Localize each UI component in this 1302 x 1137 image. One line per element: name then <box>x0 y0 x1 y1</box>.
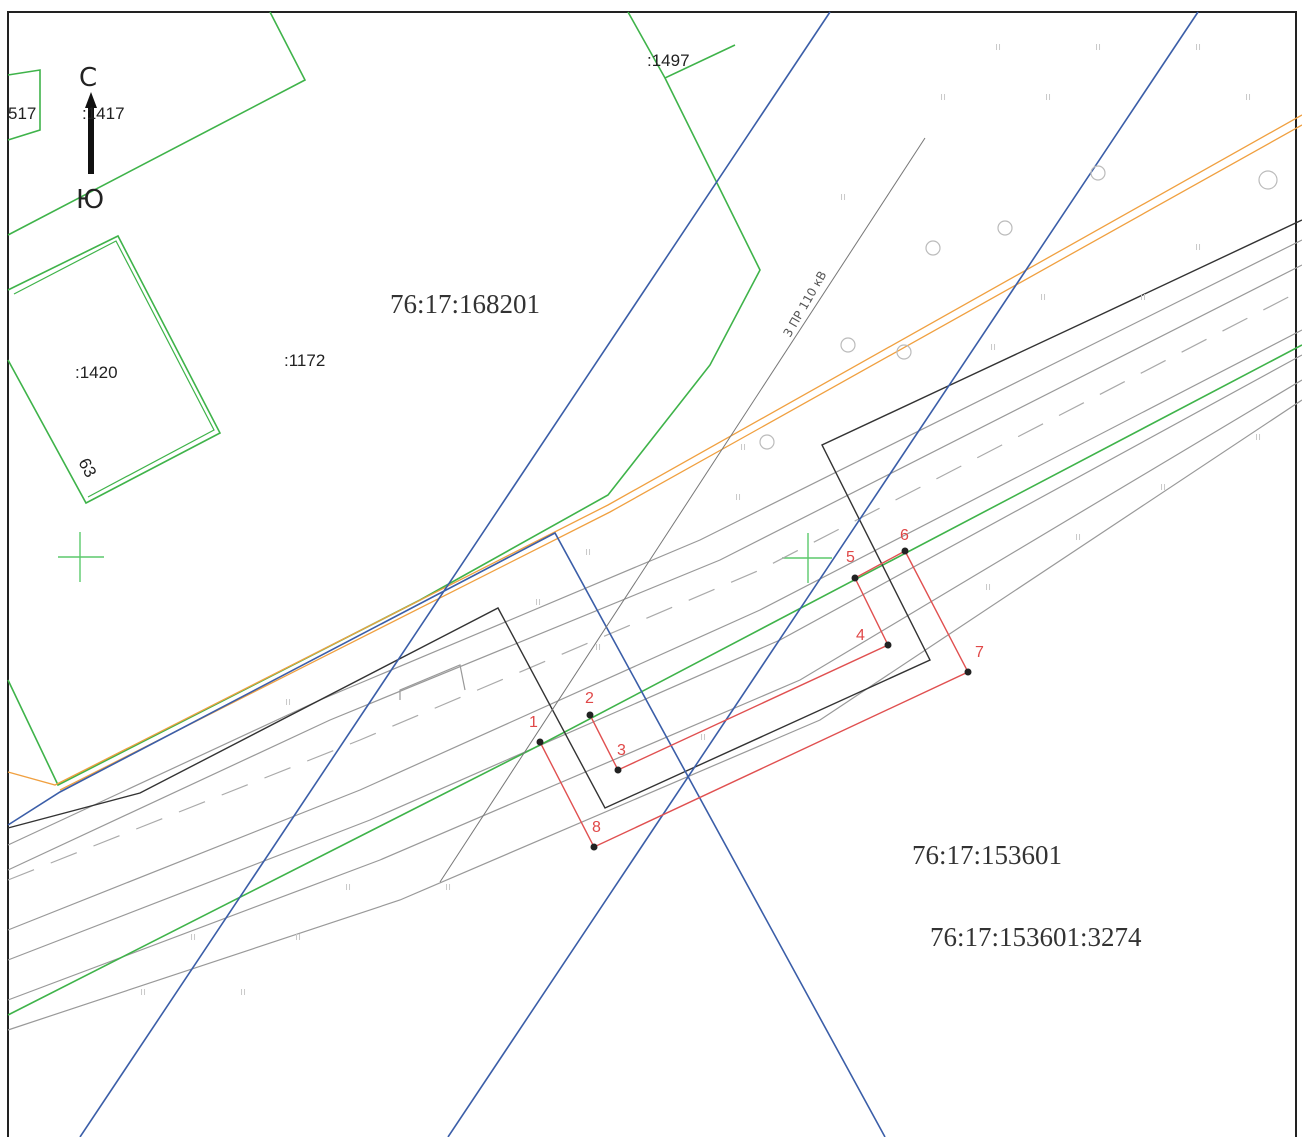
compass-arrow-icon <box>88 104 94 174</box>
svg-text:ıı: ıı <box>1095 40 1101 53</box>
svg-text:ıı: ıı <box>285 695 291 708</box>
parcel-main-label: 76:17:153601:3274 <box>930 922 1142 952</box>
point-label-2: 2 <box>585 690 594 707</box>
point-3 <box>614 766 622 774</box>
point-label-5: 5 <box>846 549 855 566</box>
svg-text:ıı: ıı <box>1160 480 1166 493</box>
svg-text:ıı: ıı <box>985 580 991 593</box>
point-4 <box>884 641 892 649</box>
parcel-1420-border <box>7 234 222 505</box>
parcel-63-label: 63 <box>74 455 100 481</box>
green-road-line <box>7 344 1302 1016</box>
boundary-points <box>536 547 972 851</box>
parcel-1172-label: :1172 <box>284 351 325 370</box>
black-zone-boundary <box>7 219 1302 829</box>
blue-line-2 <box>447 11 1199 1137</box>
svg-text:ıı: ıı <box>735 490 741 503</box>
point-7 <box>964 668 972 676</box>
point-8 <box>590 843 598 851</box>
boundary-point-labels: 1 2 3 4 5 6 7 8 <box>529 527 984 836</box>
svg-text:ıı: ıı <box>140 985 146 998</box>
svg-text:ıı: ıı <box>995 40 1001 53</box>
map-frame <box>7 11 1297 1137</box>
point-label-3: 3 <box>617 742 626 759</box>
quarter-label-south: 76:17:153601 <box>912 840 1062 870</box>
svg-text:ıı: ıı <box>990 340 996 353</box>
svg-text:ıı: ıı <box>295 930 301 943</box>
point-2 <box>586 711 594 719</box>
orange-boundary-line-2 <box>59 124 1302 791</box>
compass-north: С <box>79 63 97 93</box>
parcel-1172-border <box>7 77 761 787</box>
svg-text:ıı: ıı <box>1255 430 1261 443</box>
parcel-517-border <box>7 69 41 141</box>
point-label-7: 7 <box>975 644 984 661</box>
svg-text:ıı: ıı <box>190 930 196 943</box>
svg-text:ıı: ıı <box>240 985 246 998</box>
parcel-1497-label: :1497 <box>647 51 690 70</box>
grass-symbols: ıı ıı ıı ıı ıı ıı ıı ıı ıı ıı ıı ıı ıı ı… <box>140 40 1261 998</box>
point-1 <box>536 738 544 746</box>
point-6 <box>901 547 909 555</box>
svg-text:ıı: ıı <box>940 90 946 103</box>
orange-boundary-line <box>7 114 1302 786</box>
point-label-6: 6 <box>900 527 909 544</box>
grid-cross-right <box>782 533 832 583</box>
svg-text:ıı: ıı <box>445 880 451 893</box>
svg-text:ıı: ıı <box>1140 290 1146 303</box>
svg-text:ıı: ıı <box>345 880 351 893</box>
point-label-4: 4 <box>856 627 865 644</box>
compass: С Ю <box>76 63 104 215</box>
red-boundary-inner <box>539 550 969 848</box>
svg-text:ıı: ıı <box>740 440 746 453</box>
svg-text:ıı: ıı <box>595 640 601 653</box>
svg-text:ıı: ıı <box>1075 530 1081 543</box>
parcel-1420-label: :1420 <box>75 363 118 382</box>
powerline-label: 3 ПР 110 кВ <box>780 269 829 340</box>
svg-text:ıı: ıı <box>1195 40 1201 53</box>
parcel-517-label: 517 <box>8 104 36 123</box>
svg-text:ıı: ıı <box>535 595 541 608</box>
svg-text:ıı: ıı <box>1040 290 1046 303</box>
powerline <box>439 137 926 883</box>
blue-line-1 <box>79 11 831 1137</box>
road <box>7 239 1302 1031</box>
parcel-1417-border <box>7 11 307 236</box>
blue-line-3 <box>7 531 886 1137</box>
svg-text:ıı: ıı <box>840 190 846 203</box>
svg-text:ıı: ıı <box>1195 240 1201 253</box>
tree-symbols <box>759 165 1278 450</box>
svg-text:ıı: ıı <box>700 730 706 743</box>
quarter-label-north: 76:17:168201 <box>390 289 540 319</box>
svg-text:ıı: ıı <box>1045 90 1051 103</box>
grid-cross-left <box>58 532 104 582</box>
parcel-1420-inner <box>13 240 215 498</box>
svg-text:ıı: ıı <box>1245 90 1251 103</box>
svg-text:ıı: ıı <box>585 545 591 558</box>
parcel-1417-label: :1417 <box>82 104 125 123</box>
compass-south: Ю <box>76 185 104 215</box>
point-5 <box>851 574 859 582</box>
point-label-1: 1 <box>529 714 538 731</box>
point-label-8: 8 <box>592 819 601 836</box>
